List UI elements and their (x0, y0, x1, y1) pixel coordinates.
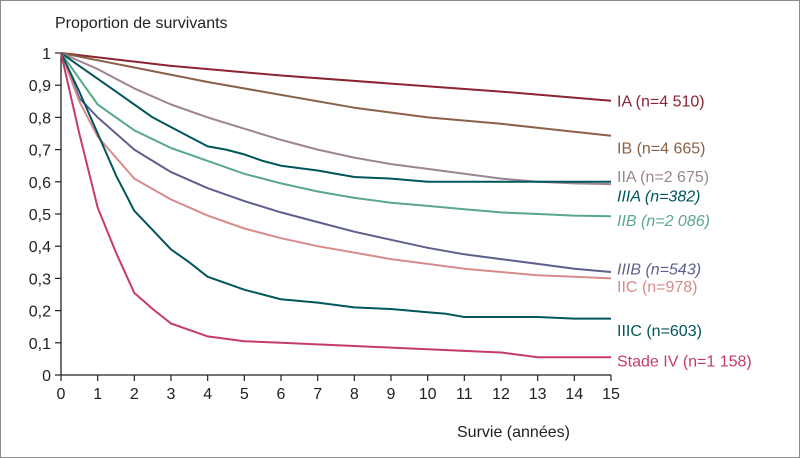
series-label-0: IA (n=4 510) (617, 94, 705, 111)
series-line-6 (60, 52, 612, 280)
x-tick-label: 14 (565, 386, 583, 403)
y-tick-label: 0,8 (29, 110, 51, 127)
series-line-2 (60, 52, 612, 186)
y-tick-label: 0,3 (29, 271, 51, 288)
series-line-8 (60, 52, 611, 359)
x-tick-label: 2 (130, 386, 139, 403)
x-ticks: 0 1 2 3 4 5 6 7 8 9 10 11 12 13 14 15 (57, 375, 620, 403)
x-tick-label: 0 (57, 386, 66, 403)
series-line-7 (60, 52, 611, 320)
series-line-3 (60, 52, 611, 183)
series-label-5: IIIB (n=543) (617, 262, 701, 279)
series-line-1 (60, 52, 612, 137)
series-line-4 (60, 52, 612, 218)
series-label-4: IIB (n=2 086) (617, 213, 710, 230)
y-tick-label: 0,5 (29, 207, 51, 224)
y-tick-label: 1 (42, 46, 51, 63)
x-tick-label: 4 (203, 386, 212, 403)
x-tick-label: 11 (456, 386, 473, 403)
y-tick-label: 0,9 (29, 78, 51, 95)
y-tick-label: 0,6 (29, 175, 51, 192)
x-axis-title: Survie (années) (457, 424, 570, 441)
series-lines (60, 52, 612, 359)
x-tick-label: 3 (167, 386, 176, 403)
y-tick-label: 0,1 (29, 336, 51, 353)
series-labels: IA (n=4 510) IB (n=4 665) IIA (n=2 675) III… (617, 94, 752, 371)
x-tick-label: 5 (240, 386, 249, 403)
series-label-7: IIIC (n=603) (617, 323, 702, 340)
y-ticks: 0 0,1 0,2 0,3 0,4 0,5 0,6 0,7 0,8 0,9 1 (29, 46, 61, 385)
y-axis-title: Proportion de survivants (55, 15, 228, 32)
x-tick-label: 15 (602, 386, 620, 403)
series-label-3: IIIA (n=382) (617, 188, 700, 205)
x-tick-label: 1 (93, 386, 102, 403)
series-line-0 (60, 52, 612, 102)
series-line-5 (60, 52, 612, 273)
x-tick-label: 6 (277, 386, 286, 403)
x-tick-label: 7 (313, 386, 322, 403)
x-tick-label: 8 (350, 386, 359, 403)
series-label-8: Stade IV (n=1 158) (617, 354, 752, 371)
series-label-1: IB (n=4 665) (617, 140, 706, 157)
y-tick-label: 0,4 (29, 239, 51, 256)
y-tick-label: 0,7 (29, 143, 51, 160)
series-label-6: IIC (n=978) (617, 279, 697, 296)
y-tick-label: 0,2 (29, 304, 51, 321)
x-tick-label: 10 (419, 386, 437, 403)
x-tick-label: 9 (387, 386, 396, 403)
x-tick-label: 12 (492, 386, 510, 403)
y-tick-label: 0 (42, 368, 51, 385)
x-tick-label: 13 (529, 386, 547, 403)
series-label-2: IIA (n=2 675) (617, 169, 709, 186)
